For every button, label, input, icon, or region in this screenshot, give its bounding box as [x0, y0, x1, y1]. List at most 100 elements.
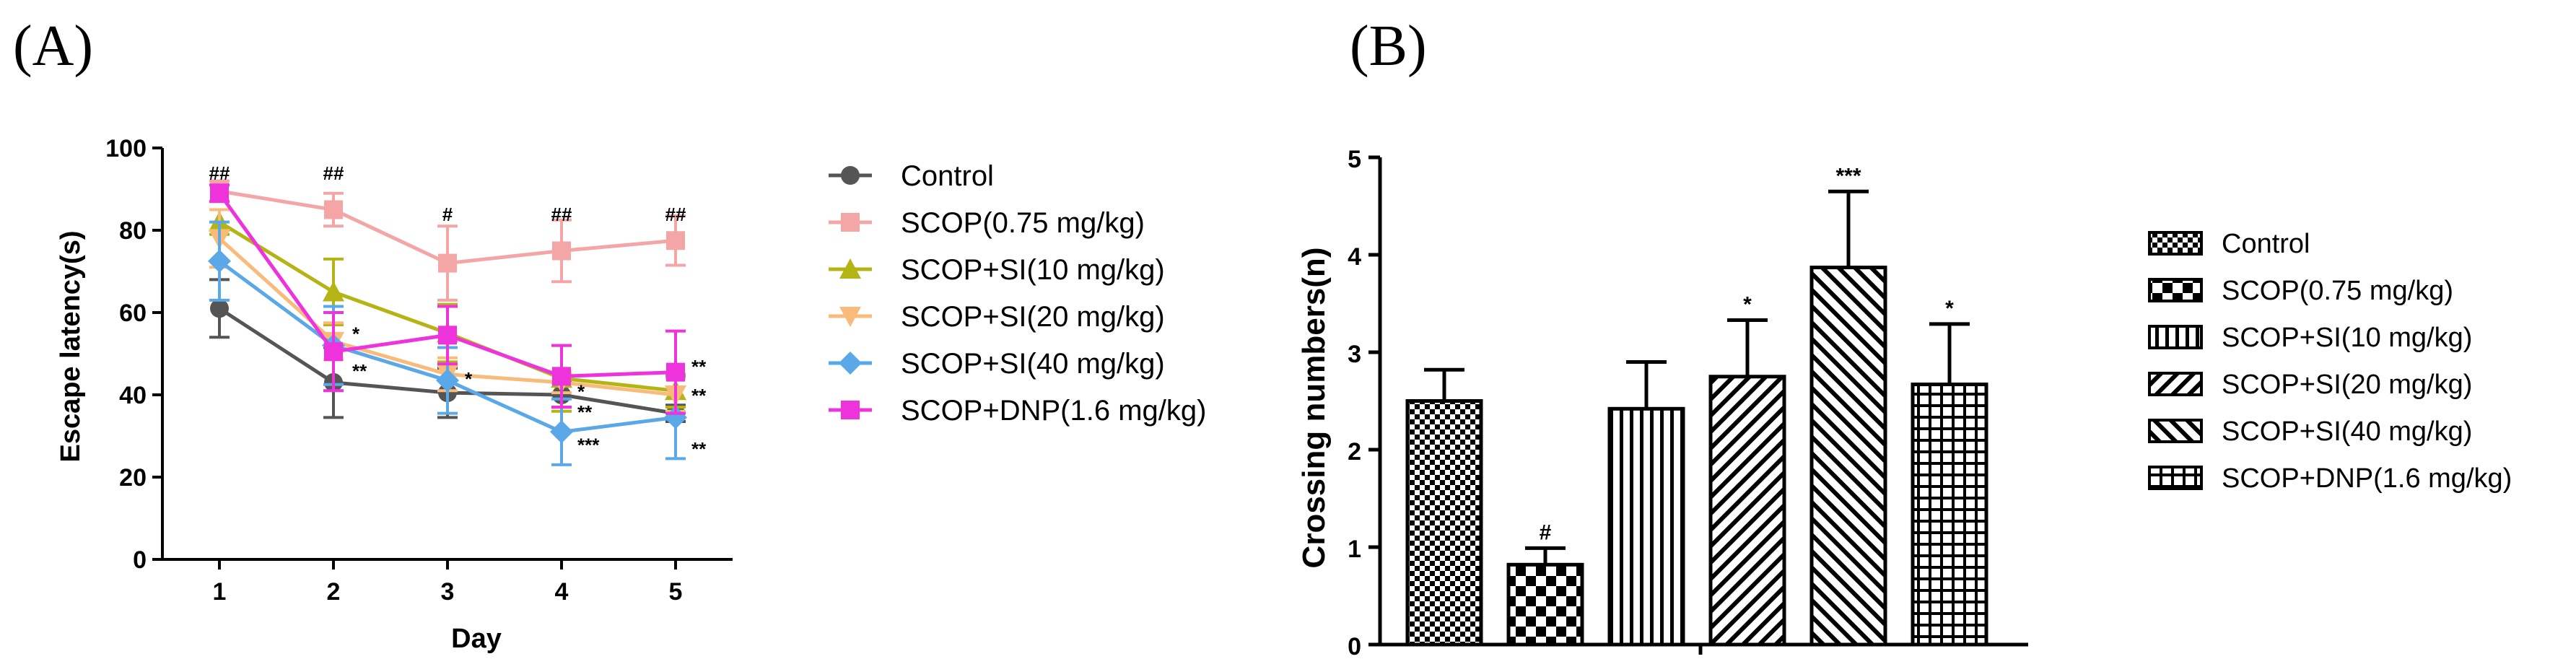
bar-group-2: [1607, 360, 1685, 647]
line-chart-legend-item: SCOP+DNP(1.6 mg/kg): [829, 395, 1206, 427]
bar-chart-y-tick-label: 5: [1348, 146, 1361, 173]
line-chart-point: [436, 369, 459, 393]
bar: [1506, 562, 1584, 647]
bar-chart-ticks: 0 1 2 3 4 5: [1348, 146, 1380, 660]
bar-chart-y-tick-label: 4: [1348, 243, 1361, 271]
line-chart-point: [550, 420, 573, 444]
line-chart-annotation: ##: [323, 162, 344, 184]
line-chart-annotation: *: [577, 380, 585, 402]
panel-label-b: (B): [1350, 14, 1427, 78]
line-chart-annotation: **: [691, 438, 707, 460]
bar-chart-legend-item: SCOP+SI(10 mg/kg): [2148, 323, 2472, 353]
bar-chart-legend-label: SCOP+SI(40 mg/kg): [2222, 416, 2472, 447]
line-chart-y-tick-label: 40: [119, 382, 147, 409]
line-chart-annotation: ##: [551, 204, 572, 225]
line-chart-legend-label: SCOP+SI(10 mg/kg): [901, 254, 1165, 286]
line-chart-y-label: Escape latency(s): [56, 230, 86, 462]
line-chart-annotation: ##: [665, 204, 686, 225]
bar-chart-y-label: Crossing numbers(n): [1296, 248, 1332, 569]
bar: [1911, 383, 1988, 647]
bar-chart-legend-swatch: [2148, 325, 2203, 349]
line-chart-point: [841, 401, 860, 419]
bar-chart-legend: Control SCOP(0.75 mg/kg) SCOP+SI(10 mg/kg)…: [2148, 229, 2512, 494]
line-chart-y-tick-label: 100: [105, 135, 147, 162]
line-chart-point: [438, 326, 457, 345]
bar-chart-legend-swatch: [2148, 278, 2203, 302]
bar-significance-label: *: [1743, 292, 1752, 316]
line-chart-point: [664, 406, 687, 429]
line-chart-legend-label: SCOP+SI(40 mg/kg): [901, 348, 1165, 380]
line-chart-point: [323, 281, 344, 302]
bar: [1607, 406, 1685, 647]
panel-label-a: (A): [13, 14, 93, 78]
line-chart-legend-label: SCOP(0.75 mg/kg): [901, 207, 1145, 239]
bar-group-1: #: [1506, 520, 1584, 647]
bar-chart-legend-label: SCOP(0.75 mg/kg): [2222, 276, 2453, 306]
line-chart-legend-label: Control: [901, 160, 994, 192]
bar-chart-legend-swatch: [2148, 466, 2203, 490]
bar-chart-y-tick-label: 3: [1348, 341, 1361, 368]
bar-chart-legend-swatch: [2148, 419, 2203, 443]
line-chart-annotation: **: [352, 360, 367, 382]
bar-group-5: *: [1911, 297, 1988, 647]
bar-chart-legend-item: SCOP+DNP(1.6 mg/kg): [2148, 463, 2512, 494]
line-chart-annotation: #: [442, 204, 453, 225]
line-chart-x-label: Day: [451, 624, 502, 654]
line-chart-y-tick-label: 0: [133, 546, 147, 574]
line-chart-series-1: [209, 179, 686, 302]
bar-chart-legend-label: SCOP+SI(10 mg/kg): [2222, 323, 2472, 353]
line-chart-point: [839, 352, 862, 375]
bar: [1708, 375, 1786, 647]
bar-chart-legend-item: SCOP+SI(20 mg/kg): [2148, 370, 2472, 400]
bar-chart-legend-swatch: [2148, 231, 2203, 256]
bar-chart-y-tick-label: 2: [1348, 438, 1361, 466]
line-chart-point: [210, 299, 229, 318]
bar-significance-label: #: [1540, 520, 1552, 544]
bar-group-3: *: [1708, 292, 1786, 647]
line-chart-point: [839, 307, 861, 327]
line-chart-annotation: ***: [577, 434, 600, 455]
line-chart-legend-item: SCOP+SI(10 mg/kg): [829, 254, 1165, 286]
line-chart-legend-item: SCOP+SI(20 mg/kg): [829, 301, 1165, 333]
line-chart-legend-item: SCOP+SI(40 mg/kg): [829, 348, 1165, 380]
bar-group-0: [1405, 367, 1483, 647]
bar-group-4: ***: [1809, 164, 1887, 647]
line-chart-point: [666, 231, 685, 250]
line-chart-annotation: **: [691, 356, 707, 378]
bar-chart-legend-item: Control: [2148, 229, 2310, 259]
line-chart-point: [324, 200, 343, 219]
line-chart-legend-item: Control: [829, 160, 994, 192]
bar-significance-label: ***: [1835, 164, 1861, 188]
bar-chart-legend-item: SCOP+SI(40 mg/kg): [2148, 416, 2472, 447]
line-chart-annotation: *: [465, 368, 473, 390]
line-chart-legend: Control SCOP(0.75 mg/kg) SCOP+SI(10 mg/kg)…: [829, 160, 1206, 427]
line-chart-x-tick-label: 5: [669, 578, 683, 606]
bar: [1809, 266, 1887, 647]
line-chart-x-tick-label: 1: [213, 578, 227, 606]
line-chart-point: [666, 362, 685, 382]
line-chart-y-tick-label: 20: [119, 464, 147, 492]
line-chart-point: [552, 367, 571, 386]
line-chart-y-tick-label: 80: [119, 217, 147, 245]
bar-chart-legend-swatch: [2148, 372, 2203, 396]
line-chart-series-5: [209, 183, 686, 415]
line-chart-ticks: 0 20 40 60 80 100 1 2 3 4 5: [105, 135, 682, 606]
line-chart-legend-label: SCOP+DNP(1.6 mg/kg): [901, 395, 1206, 427]
line-chart-point: [208, 249, 231, 273]
line-chart-point: [841, 213, 860, 232]
line-chart-point: [438, 253, 457, 273]
line-chart-annotation: **: [577, 401, 593, 423]
line-chart-x-tick-label: 3: [441, 578, 455, 606]
bar-chart-legend-label: SCOP+DNP(1.6 mg/kg): [2222, 463, 2512, 494]
line-chart-y-tick-label: 60: [119, 300, 147, 327]
line-chart-x-tick-label: 4: [555, 578, 569, 606]
line-chart-x-tick-label: 2: [327, 578, 341, 606]
line-chart-annotation: **: [691, 385, 707, 406]
bar: [1405, 399, 1483, 647]
line-chart-point: [841, 166, 860, 185]
line-chart-annotation: *: [352, 323, 360, 345]
line-chart-annotations: ## ### ## ##*** *************: [209, 162, 707, 460]
